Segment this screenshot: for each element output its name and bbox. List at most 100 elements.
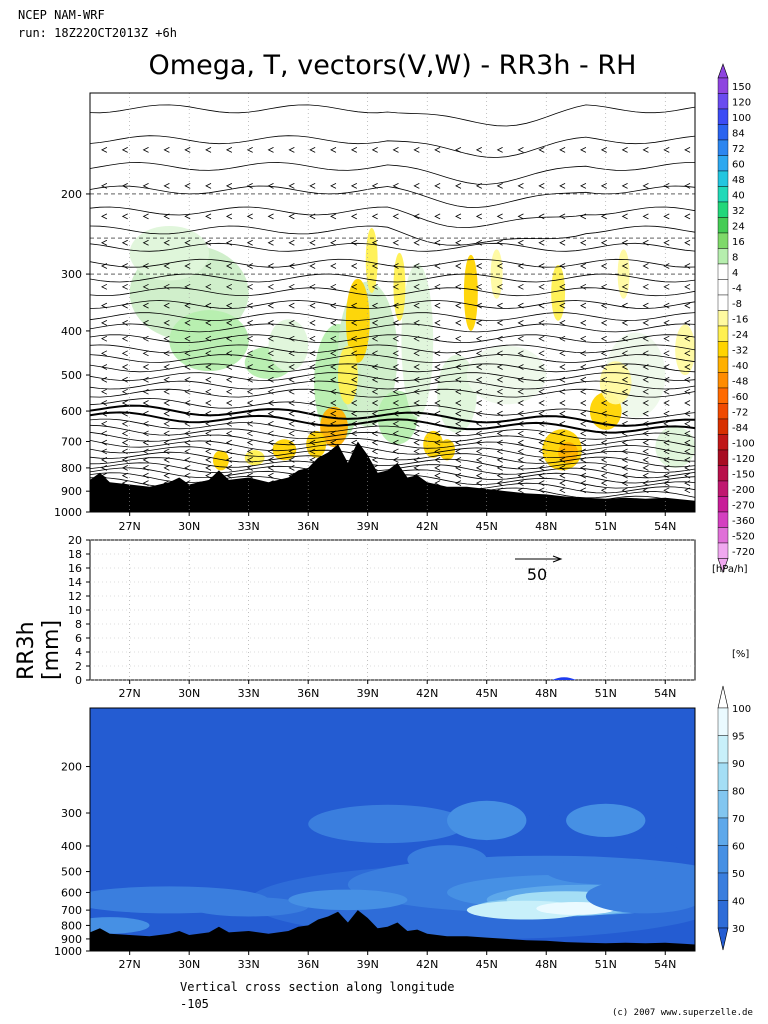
temperature-contour	[90, 431, 695, 456]
wind-vector	[350, 239, 358, 246]
wind-vector	[142, 448, 149, 455]
wind-vector	[121, 350, 128, 357]
wind-vector	[496, 448, 503, 455]
omega-legend-swatch	[717, 108, 729, 125]
wind-vector	[538, 302, 545, 309]
wind-vector	[288, 456, 295, 463]
wind-vector	[621, 400, 628, 406]
wind-vector	[538, 465, 545, 471]
rh-cell	[189, 897, 309, 917]
wind-vector	[184, 283, 191, 290]
wind-vector	[392, 376, 399, 383]
wind-vector	[267, 364, 274, 370]
wind-vector	[205, 376, 212, 383]
wind-vector	[475, 480, 482, 486]
wind-vector	[621, 364, 628, 370]
pressure-tick-label: 800	[61, 462, 82, 475]
wind-vector	[288, 364, 295, 370]
wind-vector	[413, 283, 420, 290]
omega-cell	[423, 430, 444, 458]
wind-vector	[121, 239, 128, 246]
wind-vector	[580, 283, 587, 290]
pressure-tick-label: 400	[61, 840, 82, 853]
latitude-tick-label: 36N	[297, 520, 319, 533]
omega-legend-swatch	[717, 465, 729, 482]
wind-vector	[142, 263, 149, 269]
wind-vector	[309, 376, 316, 383]
wind-vector	[642, 439, 649, 446]
wind-vector	[559, 430, 566, 437]
wind-vector	[350, 400, 358, 406]
wind-vector	[517, 456, 524, 463]
wind-vector	[205, 472, 212, 479]
wind-vector	[246, 439, 253, 446]
wind-vector	[538, 448, 545, 455]
wind-vector	[371, 183, 378, 189]
wind-vector	[309, 448, 316, 455]
omega-legend-label: -150	[732, 469, 755, 480]
wind-vector	[267, 335, 274, 342]
wind-vector	[538, 335, 545, 342]
wind-vector	[163, 146, 170, 153]
wind-vector	[163, 448, 170, 455]
wind-vector	[434, 472, 441, 479]
wind-vector	[267, 448, 274, 455]
wind-vector	[517, 472, 524, 479]
wind-vector	[121, 400, 128, 406]
wind-vector	[434, 350, 441, 357]
wind-vector	[309, 364, 316, 370]
wind-vector	[538, 146, 545, 153]
wind-vector	[371, 439, 378, 446]
wind-vector	[559, 376, 566, 383]
wind-vector	[475, 448, 482, 455]
wind-vector	[267, 183, 274, 189]
pressure-tick-label: 700	[61, 436, 82, 449]
wind-vector	[559, 472, 566, 479]
pressure-tick-label: 300	[61, 807, 82, 820]
wind-vector	[121, 263, 128, 269]
temperature-contour	[90, 300, 695, 309]
latitude-tick-label: 39N	[357, 520, 379, 533]
wind-vector	[371, 410, 378, 417]
rr3h-tick-label: 18	[68, 548, 82, 561]
rr3h-tick-label: 14	[68, 576, 82, 589]
wind-vector	[580, 487, 587, 494]
wind-vector	[121, 213, 128, 220]
temperature-contour	[90, 372, 695, 382]
omega-legend-swatch	[717, 356, 729, 373]
wind-vector	[475, 456, 482, 463]
wind-vector	[580, 420, 587, 427]
wind-vector	[350, 420, 358, 427]
wind-vector	[101, 335, 108, 342]
wind-vector	[413, 448, 420, 455]
omega-legend-label: -16	[732, 314, 748, 325]
wind-vector	[455, 146, 462, 153]
wind-vector	[538, 350, 545, 357]
wind-vector	[121, 388, 128, 395]
wind-vector	[580, 430, 587, 437]
wind-vector	[621, 239, 628, 246]
wind-vector	[184, 472, 191, 479]
wind-vector	[496, 350, 503, 357]
wind-vector	[621, 420, 628, 427]
latitude-tick-label: 51N	[595, 687, 617, 700]
wind-vector	[580, 350, 587, 357]
wind-vector	[101, 146, 108, 153]
wind-vector	[309, 302, 316, 309]
temperature-contour	[90, 418, 695, 440]
wind-vector	[163, 388, 170, 395]
wind-vector	[455, 302, 462, 309]
wind-vector	[559, 146, 566, 153]
wind-vector	[101, 420, 108, 427]
wind-vector	[642, 283, 649, 290]
wind-vector	[600, 213, 607, 220]
wind-vector	[580, 480, 587, 486]
wind-vector	[288, 263, 295, 269]
wind-vector	[580, 465, 587, 471]
wind-vector	[142, 239, 149, 246]
wind-vector	[101, 439, 108, 446]
omega-legend-swatch	[717, 248, 729, 265]
wind-vector	[413, 420, 420, 427]
omega-legend-swatch	[717, 77, 729, 94]
wind-vector	[517, 480, 524, 486]
